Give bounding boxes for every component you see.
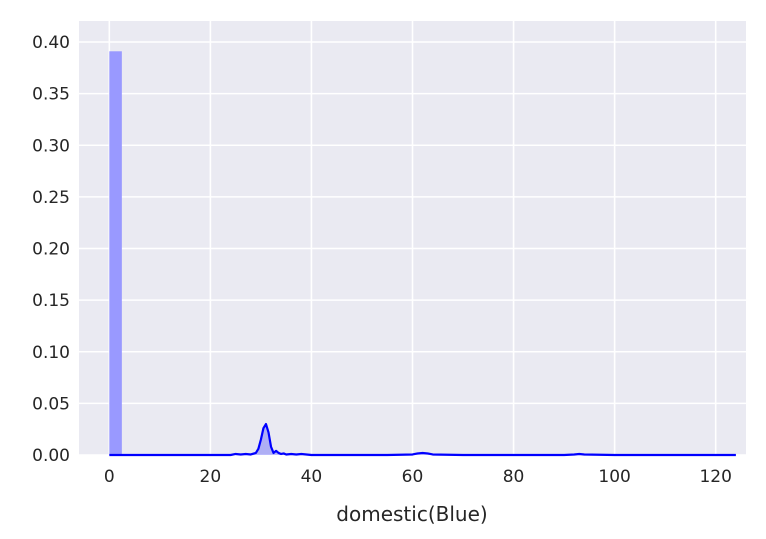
x-tick-labels: 0 20 40 60 80 100 120 bbox=[104, 467, 732, 487]
kde-curve bbox=[109, 422, 736, 457]
histogram-bars bbox=[109, 51, 122, 455]
kde-line bbox=[109, 422, 736, 457]
y-tick-labels: 0.00 0.05 0.10 0.15 0.20 0.25 0.30 0.35 0.40 bbox=[32, 33, 70, 466]
y-tick-label: 0.00 bbox=[32, 446, 70, 466]
y-tick-label: 0.25 bbox=[32, 188, 70, 208]
x-tick-label: 40 bbox=[301, 467, 323, 487]
x-tick-label: 80 bbox=[503, 467, 525, 487]
histogram-bar bbox=[109, 51, 122, 455]
x-tick-label: 20 bbox=[200, 467, 222, 487]
y-tick-label: 0.10 bbox=[32, 343, 70, 363]
x-axis-label: domestic(Blue) bbox=[336, 502, 487, 526]
y-tick-label: 0.05 bbox=[32, 394, 70, 414]
y-tick-label: 0.15 bbox=[32, 291, 70, 311]
y-tick-label: 0.35 bbox=[32, 85, 70, 105]
x-tick-label: 0 bbox=[104, 467, 115, 487]
y-tick-label: 0.20 bbox=[32, 240, 70, 260]
y-tick-label: 0.30 bbox=[32, 136, 70, 156]
y-tick-label: 0.40 bbox=[32, 33, 70, 53]
x-tick-label: 100 bbox=[598, 467, 630, 487]
x-tick-label: 120 bbox=[699, 467, 731, 487]
kde-fill bbox=[109, 424, 736, 455]
x-tick-label: 60 bbox=[402, 467, 424, 487]
